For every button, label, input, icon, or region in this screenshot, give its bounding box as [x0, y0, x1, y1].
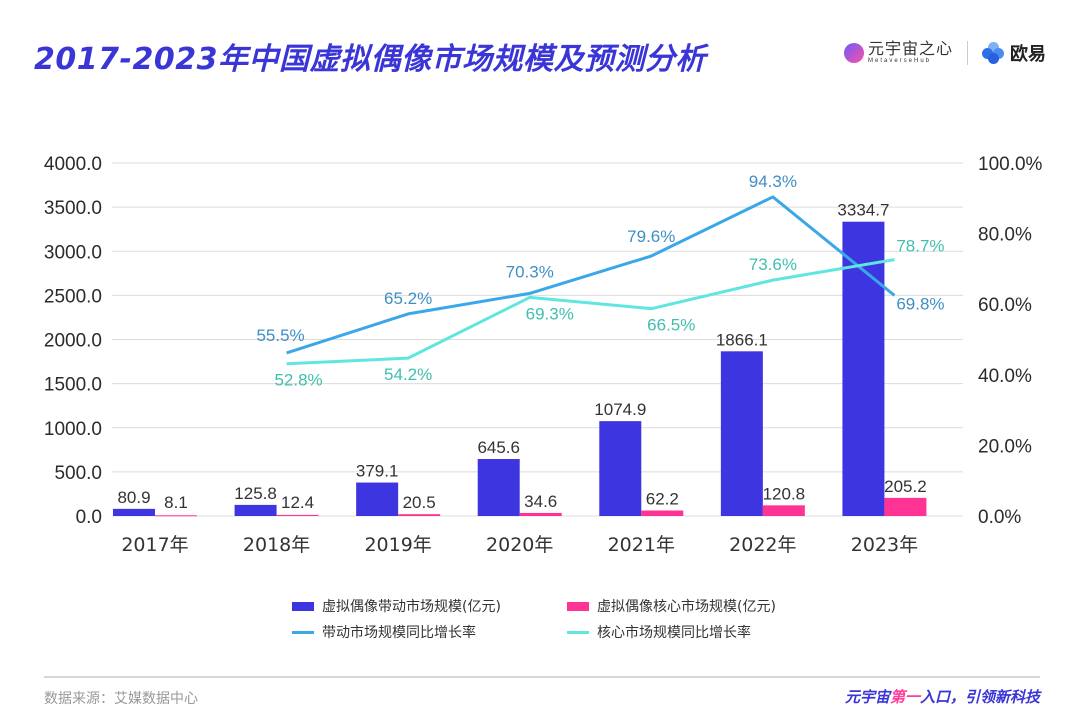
y-left-tick-label: 3000.0 [44, 242, 102, 263]
bar-driven-market [356, 482, 399, 516]
brand-logos: 元宇宙之心 MetaverseHub 欧易 [843, 40, 1046, 66]
line-label-core-growth: 78.7% [896, 237, 944, 256]
bar-label-core-market: 8.1 [164, 493, 188, 512]
legend-swatch [292, 630, 314, 634]
bar-driven-market [234, 504, 277, 516]
y-left-tick-label: 2000.0 [44, 331, 102, 352]
y-left-tick-label: 3500.0 [44, 198, 102, 219]
y-right-tick-label: 60.0% [978, 295, 1032, 316]
y-left-tick-label: 4000.0 [44, 154, 102, 175]
line-label-driven-growth: 69.8% [896, 294, 944, 313]
bar-core-market [641, 510, 684, 516]
metaversehub-name: 元宇宙之心 [867, 41, 953, 58]
bar-driven-market [113, 508, 155, 516]
y-right-tick-label: 40.0% [978, 366, 1032, 387]
bar-driven-market [477, 459, 520, 516]
line-label-driven-growth: 79.6% [627, 227, 675, 246]
x-tick-label: 2020年 [486, 534, 553, 556]
legend-item-driven-growth: 带动市场规模同比增长率 [292, 622, 567, 642]
slogan-highlight: 第一 [889, 688, 920, 706]
line-label-core-growth: 52.8% [274, 371, 322, 390]
line-label-core-growth: 69.3% [526, 304, 574, 323]
bar-label-driven-market: 125.8 [234, 484, 277, 503]
line-label-driven-growth: 55.5% [256, 326, 304, 345]
slogan: 元宇宙第一入口，引领新科技 [845, 686, 1040, 707]
legend-label: 带动市场规模同比增长率 [322, 625, 476, 641]
x-tick-label: 2018年 [243, 534, 310, 556]
bar-label-driven-market: 1074.9 [594, 400, 646, 419]
legend-item-driven-market: 虚拟偶像带动市场规模(亿元) [292, 596, 567, 616]
metaversehub-logo: 元宇宙之心 MetaverseHub [843, 41, 953, 64]
legend-label: 虚拟偶像核心市场规模(亿元) [597, 599, 776, 615]
y-left-tick-label: 1000.0 [44, 419, 102, 440]
line-label-core-growth: 66.5% [647, 316, 695, 335]
bar-core-market [762, 505, 805, 516]
y-right-tick-label: 20.0% [978, 436, 1032, 457]
legend-swatch [567, 630, 589, 634]
legend-item-core-market: 虚拟偶像核心市场规模(亿元) [567, 596, 827, 616]
legend-swatch [567, 601, 589, 611]
metaversehub-icon [843, 43, 864, 63]
bar-label-core-market: 20.5 [403, 493, 436, 512]
bar-core-market [155, 515, 197, 517]
data-source: 数据来源：艾媒数据中心 [44, 691, 198, 707]
page-title: 2017-2023年中国虚拟偶像市场规模及预测分析 [34, 42, 706, 77]
x-tick-label: 2022年 [729, 534, 796, 556]
okx-name: 欧易 [1010, 44, 1046, 64]
bar-label-core-market: 120.8 [763, 484, 806, 503]
y-right-tick-label: 80.0% [978, 225, 1032, 246]
bar-label-driven-market: 1866.1 [716, 330, 768, 349]
y-left-tick-label: 2500.0 [44, 286, 102, 307]
bar-core-market [884, 497, 927, 516]
legend: 虚拟偶像带动市场规模(亿元) 虚拟偶像核心市场规模(亿元) 带动市场规模同比增长… [292, 596, 827, 642]
logo-divider [967, 41, 968, 65]
legend-label: 核心市场规模同比增长率 [597, 625, 751, 641]
bar-core-market [519, 512, 562, 516]
bar-driven-market [720, 351, 763, 516]
bar-label-core-market: 62.2 [646, 490, 679, 509]
line-label-driven-growth: 94.3% [749, 172, 797, 191]
chart: 0.0 500.0 1000.0 1500.0 2000.0 2500.0 3000.0 35… [44, 154, 1043, 556]
y-left-tick-label: 0.0 [76, 507, 102, 528]
bar-label-driven-market: 379.1 [356, 462, 399, 481]
bar-core-market [398, 514, 441, 516]
bar-label-core-market: 205.2 [884, 477, 927, 496]
x-tick-label: 2021年 [608, 534, 675, 556]
line-label-driven-growth: 65.2% [384, 289, 432, 308]
y-left-tick-label: 1500.0 [44, 375, 102, 396]
bar-label-driven-market: 3334.7 [837, 201, 889, 220]
y-right-tick-label: 0.0% [978, 507, 1021, 528]
line-driven-growth [286, 195, 896, 355]
line-label-core-growth: 73.6% [749, 255, 797, 274]
bar-driven-market [599, 421, 642, 516]
bar-core-market [276, 514, 319, 516]
bar-label-core-market: 34.6 [524, 492, 557, 511]
footer-divider [44, 676, 1040, 678]
slogan-part: 元宇宙 [844, 688, 890, 706]
okx-logo: 欧易 [982, 40, 1046, 66]
line-label-driven-growth: 70.3% [506, 262, 554, 281]
okx-icon [982, 42, 1004, 64]
y-right-tick-label: 100.0% [978, 154, 1043, 175]
legend-swatch [292, 601, 314, 611]
line-label-core-growth: 54.2% [384, 365, 432, 384]
x-tick-label: 2023年 [851, 534, 918, 556]
line-core-growth [286, 258, 895, 366]
metaversehub-subname: MetaverseHub [867, 58, 932, 64]
legend-item-core-growth: 核心市场规模同比增长率 [567, 622, 827, 642]
legend-label: 虚拟偶像带动市场规模(亿元) [322, 599, 501, 615]
bar-label-driven-market: 80.9 [117, 488, 150, 507]
bar-label-core-market: 12.4 [281, 493, 314, 512]
y-left-tick-label: 500.0 [54, 463, 102, 484]
x-tick-label: 2019年 [364, 534, 431, 556]
x-tick-label: 2017年 [121, 534, 188, 556]
slogan-part: 入口，引领新科技 [919, 688, 1040, 706]
bar-label-driven-market: 645.6 [477, 438, 520, 457]
